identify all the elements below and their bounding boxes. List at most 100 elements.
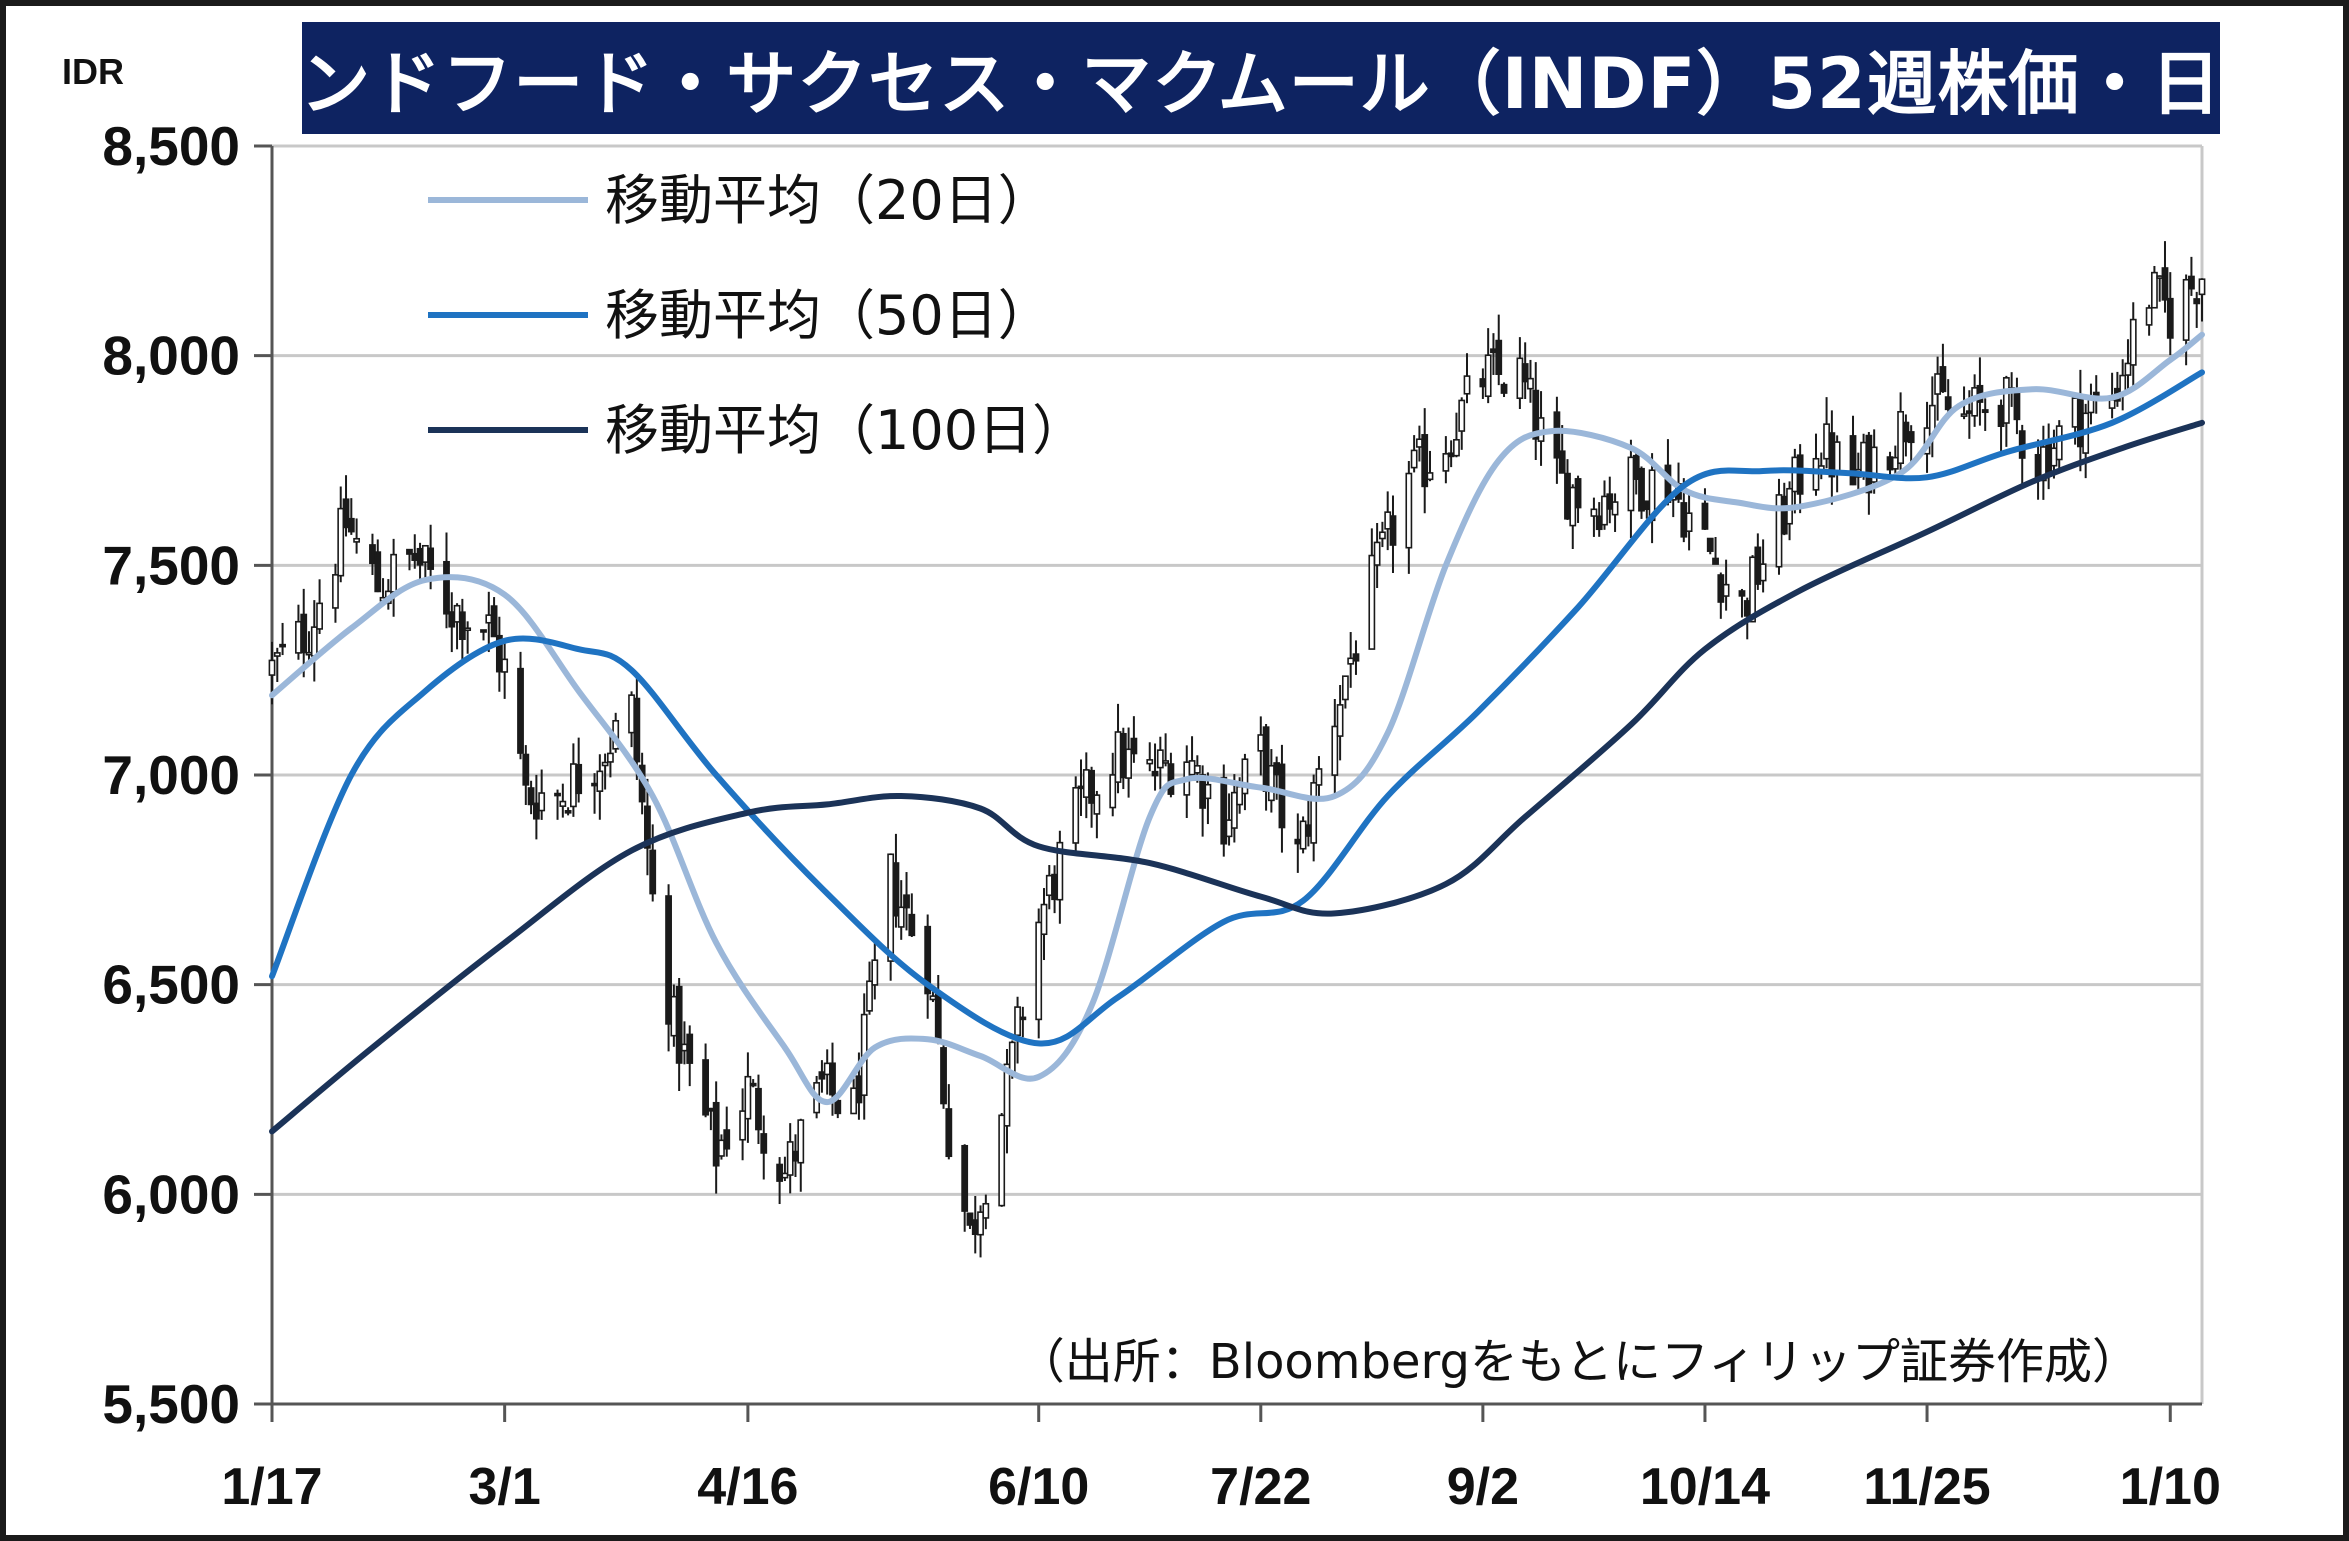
candle-body	[1564, 472, 1571, 520]
candle-body	[601, 761, 609, 767]
candle-body	[1082, 769, 1090, 798]
candle-body	[517, 667, 524, 754]
candle-body	[1093, 794, 1101, 815]
candle-body	[665, 895, 672, 1025]
candle-body	[1273, 762, 1281, 776]
candle-body	[1035, 921, 1043, 1021]
candle-body	[961, 1144, 969, 1212]
candle-body	[1458, 399, 1466, 432]
candle-body	[1405, 472, 1413, 549]
candle-body	[427, 547, 435, 570]
candle-body	[1643, 500, 1651, 511]
candle-body	[1146, 759, 1154, 765]
candle-body	[1743, 600, 1751, 617]
candle-body	[1373, 541, 1381, 566]
candle-body	[866, 980, 873, 1012]
candle-body	[527, 787, 535, 806]
candle-body	[702, 1059, 709, 1116]
candle-body	[490, 605, 498, 638]
candle-body	[1590, 508, 1598, 517]
candle-body	[1341, 675, 1349, 701]
candle-body	[829, 1062, 836, 1096]
candle-body	[279, 643, 286, 648]
candle-body	[342, 498, 350, 529]
candle-body	[1706, 537, 1714, 552]
candle-body	[2161, 267, 2169, 301]
candle-body	[1606, 493, 1614, 510]
candle-body	[2013, 390, 2021, 421]
legend-label: 移動平均（20日）	[605, 169, 1052, 232]
candle-body	[1722, 583, 1730, 597]
candle-body	[2193, 298, 2201, 305]
candle-body	[1267, 764, 1275, 802]
candle-body	[1632, 454, 1640, 480]
x-tick-label: 10/14	[1640, 1458, 1770, 1516]
candle-body	[681, 1043, 688, 1052]
candle-body	[1453, 439, 1460, 457]
candle-body	[998, 1114, 1006, 1207]
candle-body	[1294, 838, 1302, 845]
candle-body	[1162, 760, 1170, 764]
candle-body	[1680, 502, 1688, 538]
candle-body	[1527, 377, 1534, 390]
candle-body	[1865, 434, 1873, 494]
candle-body	[649, 849, 657, 895]
candle-body	[2182, 278, 2190, 341]
candle-body	[2050, 447, 2058, 467]
candle-body	[458, 611, 466, 641]
candle-body	[755, 1087, 762, 1131]
candle-body	[945, 1108, 953, 1158]
candle-body	[1516, 357, 1524, 400]
ma100-line	[269, 419, 2205, 1135]
candle-body	[1204, 783, 1212, 800]
candle-body	[443, 560, 450, 615]
candle-body	[1569, 486, 1577, 527]
candle-body	[633, 697, 641, 763]
candle-body	[887, 853, 895, 962]
candle-body	[607, 752, 614, 763]
candle-body	[892, 862, 900, 917]
candle-body	[797, 1119, 805, 1164]
candle-body	[1939, 366, 1947, 393]
candlesticks	[268, 241, 2206, 1258]
candle-body	[897, 906, 905, 928]
candle-body	[1077, 785, 1085, 790]
candle-body	[1347, 657, 1355, 665]
y-axis-unit: IDR	[62, 51, 124, 92]
candle-body	[569, 763, 577, 808]
candle-body	[1712, 557, 1719, 565]
candle-body	[818, 1071, 826, 1080]
candle-body	[834, 1099, 842, 1115]
candle-body	[1997, 404, 2005, 428]
candle-body	[1897, 411, 1905, 465]
candle-body	[480, 629, 487, 633]
candle-body	[1934, 373, 1942, 395]
candle-body	[744, 1075, 752, 1120]
candle-body	[1823, 423, 1830, 460]
candle-body	[1019, 1016, 1027, 1021]
ma50-line	[269, 369, 2205, 1047]
candle-body	[369, 544, 376, 565]
candle-body	[971, 1219, 979, 1236]
candle-body	[1336, 704, 1344, 737]
candle-body	[1109, 774, 1117, 809]
candle-body	[1965, 410, 1973, 414]
candle-body	[337, 507, 345, 577]
candle-body	[522, 753, 530, 786]
candle-body	[596, 770, 604, 792]
legend: 移動平均（20日） 移動平均（50日） 移動平均（100日）	[428, 169, 1086, 462]
candle-body	[295, 620, 302, 654]
candle-body	[1352, 653, 1360, 662]
candle-body	[1072, 787, 1080, 844]
candle-body	[538, 792, 546, 812]
candle-body	[1125, 748, 1133, 779]
candle-body	[712, 1101, 720, 1167]
candle-body	[739, 1110, 747, 1141]
candle-body	[268, 659, 276, 676]
candle-body	[1220, 776, 1228, 845]
candle-body	[675, 985, 683, 1064]
candle-body	[1088, 769, 1095, 804]
candle-body	[686, 1033, 694, 1064]
x-tick-label: 9/2	[1447, 1458, 1519, 1516]
candle-body	[1051, 873, 1058, 901]
